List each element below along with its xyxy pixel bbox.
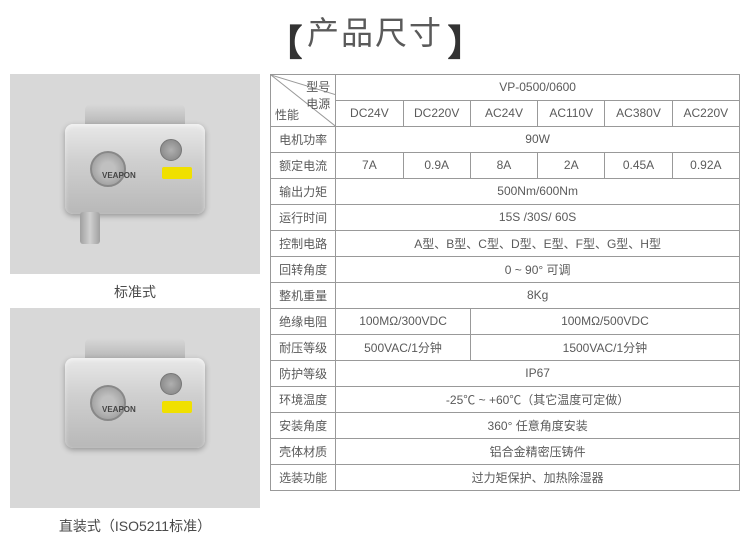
page-container: 【 产品尺寸 】 VEAPON 标准式: [0, 0, 750, 544]
row-label: 控制电路: [271, 230, 336, 256]
row-label: 环境温度: [271, 386, 336, 412]
spec-table-body: 电机功率90W额定电流7A0.9A8A2A0.45A0.92A输出力矩500Nm…: [271, 126, 740, 490]
page-title: 产品尺寸: [307, 8, 443, 54]
row-label: 输出力矩: [271, 178, 336, 204]
table-cell: 2A: [538, 152, 605, 178]
spec-table-wrap: 型号 电源 性能 VP-0500/0600 DC24V DC220V AC24V…: [270, 74, 740, 536]
header-row-2: DC24V DC220V AC24V AC110V AC380V AC220V: [271, 100, 740, 126]
voltage-5: AC220V: [672, 100, 739, 126]
table-row: 壳体材质铝合金精密压铸件: [271, 438, 740, 464]
row-label: 防护等级: [271, 360, 336, 386]
table-cell: 0.45A: [605, 152, 672, 178]
voltage-2: AC24V: [470, 100, 537, 126]
table-cell: 500Nm/600Nm: [336, 178, 740, 204]
diagonal-header: 型号 电源 性能: [271, 74, 336, 126]
row-label: 电机功率: [271, 126, 336, 152]
table-row: 选装功能过力矩保护、加热除湿器: [271, 464, 740, 490]
table-row: 耐压等级500VAC/1分钟1500VAC/1分钟: [271, 334, 740, 360]
table-cell: 0 ~ 90° 可调: [336, 256, 740, 282]
header-row-1: 型号 电源 性能 VP-0500/0600: [271, 74, 740, 100]
table-row: 运行时间15S /30S/ 60S: [271, 204, 740, 230]
table-cell: 过力矩保护、加热除湿器: [336, 464, 740, 490]
bracket-right: 】: [447, 22, 483, 63]
table-cell: 15S /30S/ 60S: [336, 204, 740, 230]
table-cell: 1500VAC/1分钟: [470, 334, 739, 360]
header-model-label: 型号: [306, 78, 330, 95]
table-row: 回转角度0 ~ 90° 可调: [271, 256, 740, 282]
table-row: 防护等级IP67: [271, 360, 740, 386]
table-cell: 7A: [336, 152, 403, 178]
table-cell: 铝合金精密压铸件: [336, 438, 740, 464]
table-row: 整机重量8Kg: [271, 282, 740, 308]
header-power-label: 电源: [306, 95, 330, 112]
table-cell: IP67: [336, 360, 740, 386]
brand-label-2: VEAPON: [102, 405, 136, 414]
title-section: 【 产品尺寸 】: [10, 8, 740, 66]
table-cell: 8Kg: [336, 282, 740, 308]
row-label: 安装角度: [271, 412, 336, 438]
table-cell: 500VAC/1分钟: [336, 334, 471, 360]
actuator-drawing-2: VEAPON: [50, 343, 220, 473]
table-cell: 100MΩ/500VDC: [470, 308, 739, 334]
brand-label-1: VEAPON: [102, 171, 136, 180]
model-value: VP-0500/0600: [336, 74, 740, 100]
table-cell: 360° 任意角度安装: [336, 412, 740, 438]
voltage-3: AC110V: [538, 100, 605, 126]
product-image-direct: VEAPON: [10, 308, 260, 508]
table-row: 环境温度-25℃ ~ +60℃（其它温度可定做）: [271, 386, 740, 412]
table-row: 绝缘电阻100MΩ/300VDC100MΩ/500VDC: [271, 308, 740, 334]
caption-direct: 直装式（ISO5211标准）: [10, 516, 260, 536]
table-row: 安装角度360° 任意角度安装: [271, 412, 740, 438]
table-row: 额定电流7A0.9A8A2A0.45A0.92A: [271, 152, 740, 178]
row-label: 回转角度: [271, 256, 336, 282]
table-cell: 0.9A: [403, 152, 470, 178]
row-label: 运行时间: [271, 204, 336, 230]
images-column: VEAPON 标准式 VEAPON 直装式（ISO5211标准）: [10, 74, 260, 536]
row-label: 绝缘电阻: [271, 308, 336, 334]
table-row: 输出力矩500Nm/600Nm: [271, 178, 740, 204]
row-label: 选装功能: [271, 464, 336, 490]
voltage-1: DC220V: [403, 100, 470, 126]
spec-table: 型号 电源 性能 VP-0500/0600 DC24V DC220V AC24V…: [270, 74, 740, 491]
content-row: VEAPON 标准式 VEAPON 直装式（ISO5211标准）: [10, 74, 740, 536]
voltage-4: AC380V: [605, 100, 672, 126]
row-label: 整机重量: [271, 282, 336, 308]
product-image-standard: VEAPON: [10, 74, 260, 274]
row-label: 额定电流: [271, 152, 336, 178]
table-cell: -25℃ ~ +60℃（其它温度可定做）: [336, 386, 740, 412]
table-row: 电机功率90W: [271, 126, 740, 152]
row-label: 壳体材质: [271, 438, 336, 464]
table-cell: 90W: [336, 126, 740, 152]
table-row: 控制电路A型、B型、C型、D型、E型、F型、G型、H型: [271, 230, 740, 256]
actuator-drawing-1: VEAPON: [50, 109, 220, 239]
table-cell: 0.92A: [672, 152, 739, 178]
header-perf-label: 性能: [275, 106, 299, 123]
voltage-0: DC24V: [336, 100, 403, 126]
table-cell: A型、B型、C型、D型、E型、F型、G型、H型: [336, 230, 740, 256]
caption-standard: 标准式: [10, 282, 260, 302]
bracket-left: 【: [267, 22, 303, 63]
table-cell: 8A: [470, 152, 537, 178]
row-label: 耐压等级: [271, 334, 336, 360]
table-cell: 100MΩ/300VDC: [336, 308, 471, 334]
